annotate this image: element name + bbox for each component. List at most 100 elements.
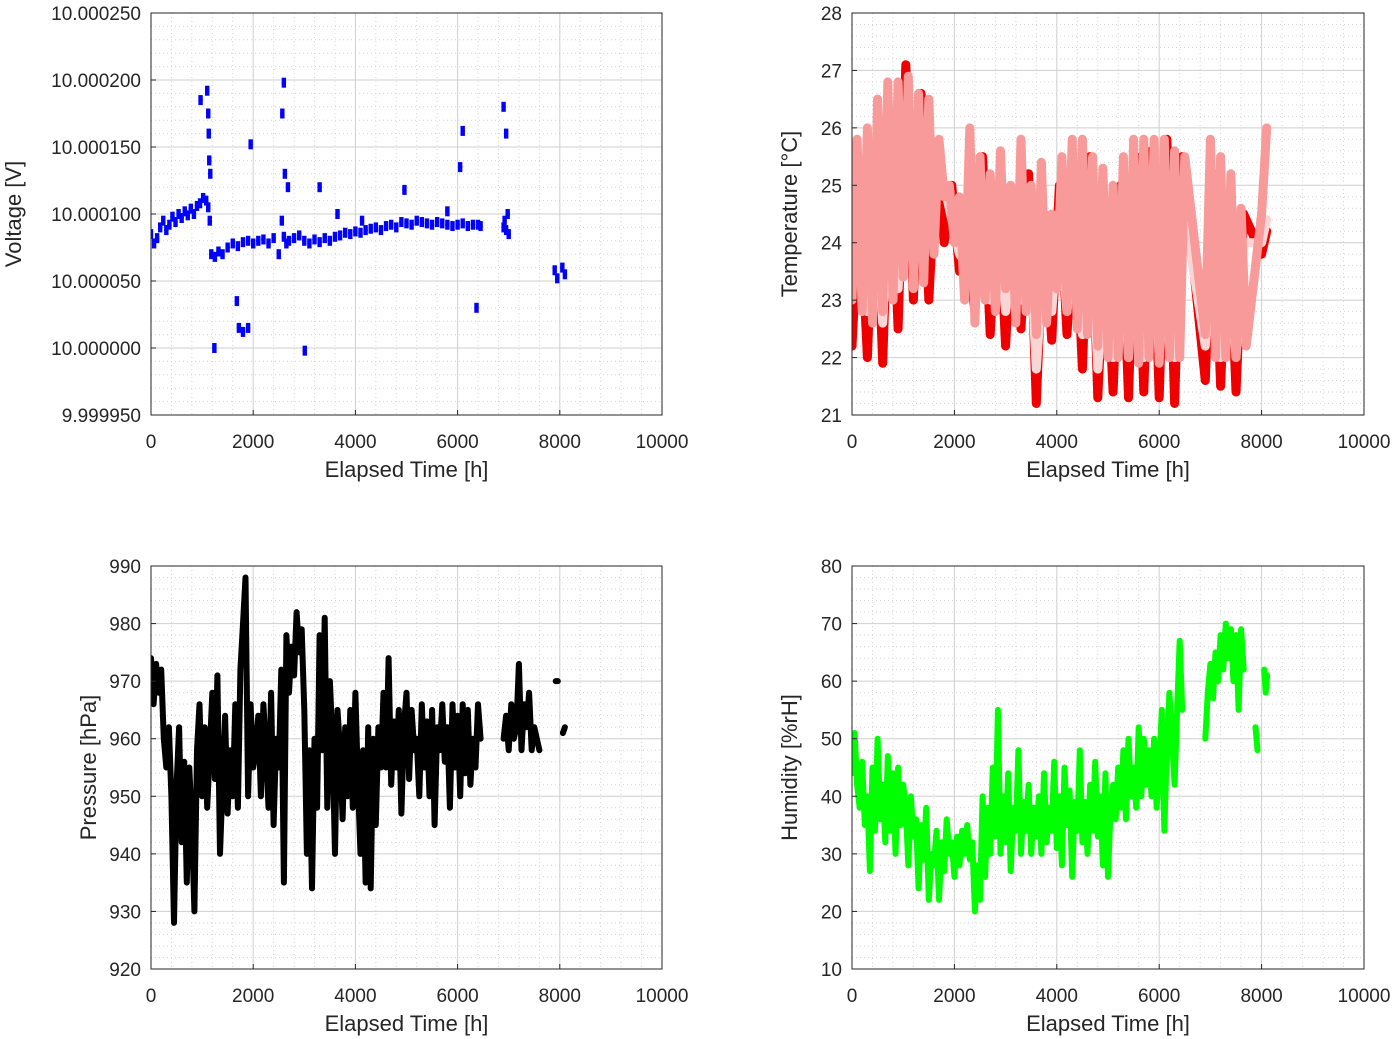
data-point <box>182 206 187 217</box>
y-tick-label: 27 <box>821 61 842 82</box>
data-point <box>151 229 154 240</box>
data-point <box>335 209 340 219</box>
series-line <box>1252 724 1261 754</box>
data-point <box>302 235 307 246</box>
data-point <box>307 238 312 249</box>
y-tick-label: 60 <box>821 672 842 693</box>
x-tick-label: 4000 <box>1036 432 1078 453</box>
y-tick-label: 30 <box>821 845 842 866</box>
data-point <box>429 219 435 230</box>
data-point <box>445 206 450 217</box>
y-tick-label: 980 <box>109 615 141 636</box>
data-point <box>245 235 251 246</box>
x-tick-label: 10000 <box>1338 986 1391 1007</box>
data-point <box>205 85 210 96</box>
y-tick-label: 10.000100 <box>51 205 141 226</box>
data-point <box>234 296 240 307</box>
series-line <box>852 71 1272 368</box>
data-point <box>212 343 217 353</box>
data-point <box>279 215 285 226</box>
series-line <box>1261 666 1271 696</box>
data-point <box>394 222 399 233</box>
data-point <box>203 195 209 206</box>
y-axis-label: Pressure [hPa] <box>76 695 101 841</box>
y-tick-label: 10.000050 <box>51 272 141 293</box>
data-point <box>562 269 568 280</box>
data-point <box>475 219 481 230</box>
data-point <box>388 219 394 230</box>
data-point <box>505 209 510 219</box>
x-tick-label: 0 <box>146 432 157 453</box>
y-tick-label: 22 <box>821 349 842 370</box>
x-tick-label: 2000 <box>232 432 274 453</box>
data-point <box>235 241 241 252</box>
data-point <box>378 225 384 236</box>
data-point <box>332 231 338 242</box>
data-point <box>240 237 246 248</box>
data-point <box>236 322 242 333</box>
x-tick-label: 6000 <box>1138 432 1180 453</box>
y-tick-label: 960 <box>109 730 141 751</box>
data-point <box>194 200 200 211</box>
data-point <box>501 101 506 112</box>
x-tick-label: 0 <box>847 986 858 1007</box>
series-line <box>500 660 543 754</box>
data-point <box>383 221 389 232</box>
y-tick-label: 25 <box>821 176 842 197</box>
data-point <box>206 202 211 213</box>
data-point <box>555 273 560 284</box>
data-point <box>552 265 557 276</box>
x-axis-label: Elapsed Time [h] <box>325 457 489 482</box>
y-axis-label: Humidity [%rH] <box>777 694 802 841</box>
x-axis-label: Elapsed Time [h] <box>1026 457 1190 482</box>
y-tick-label: 80 <box>821 557 842 578</box>
data-point <box>284 238 289 249</box>
y-tick-label: 10.000200 <box>51 71 141 92</box>
x-tick-label: 6000 <box>436 432 478 453</box>
humidity-chart: 0 2000 4000 6000 8000 10000 10 20 30 40 50 60 70 80 El… <box>777 557 1390 1036</box>
series-line <box>1202 620 1247 742</box>
data-point <box>502 215 507 226</box>
data-point <box>220 249 225 260</box>
y-tick-label: 21 <box>821 406 842 427</box>
data-point <box>245 322 251 333</box>
data-point <box>440 218 445 229</box>
x-tick-label: 2000 <box>232 986 274 1007</box>
data-point <box>506 229 511 240</box>
temperature-chart: 0 2000 4000 6000 8000 10000 21 22 23 24 25 26 27 28 El… <box>777 4 1390 482</box>
y-tick-label: 70 <box>821 615 842 636</box>
data-point <box>285 182 291 193</box>
data-point <box>560 262 565 273</box>
data-point <box>302 345 308 356</box>
data-point <box>342 227 348 238</box>
data-point <box>434 217 440 228</box>
y-tick-label: 20 <box>821 902 842 923</box>
data-point <box>460 218 465 229</box>
data-point <box>240 326 246 337</box>
data-point <box>317 182 322 193</box>
y-tick-label: 9.999950 <box>62 406 141 427</box>
data-point <box>179 213 184 224</box>
data-point <box>251 238 256 249</box>
x-tick-label: 0 <box>847 432 858 453</box>
y-tick-label: 940 <box>109 845 141 866</box>
data-point <box>230 238 235 249</box>
data-point <box>348 229 353 240</box>
data-point <box>208 168 213 179</box>
y-tick-label: 50 <box>821 730 842 751</box>
data-point <box>445 219 450 230</box>
data-point <box>207 215 212 226</box>
data-point <box>164 225 169 236</box>
data-point <box>154 233 160 244</box>
data-point <box>409 219 414 230</box>
data-point <box>280 108 285 119</box>
data-point <box>404 218 409 229</box>
data-point <box>191 209 197 219</box>
data-point <box>248 139 253 150</box>
x-tick-label: 4000 <box>334 432 376 453</box>
data-point <box>225 242 230 253</box>
series-group <box>151 77 568 356</box>
data-point <box>501 222 506 233</box>
data-point <box>206 108 211 119</box>
